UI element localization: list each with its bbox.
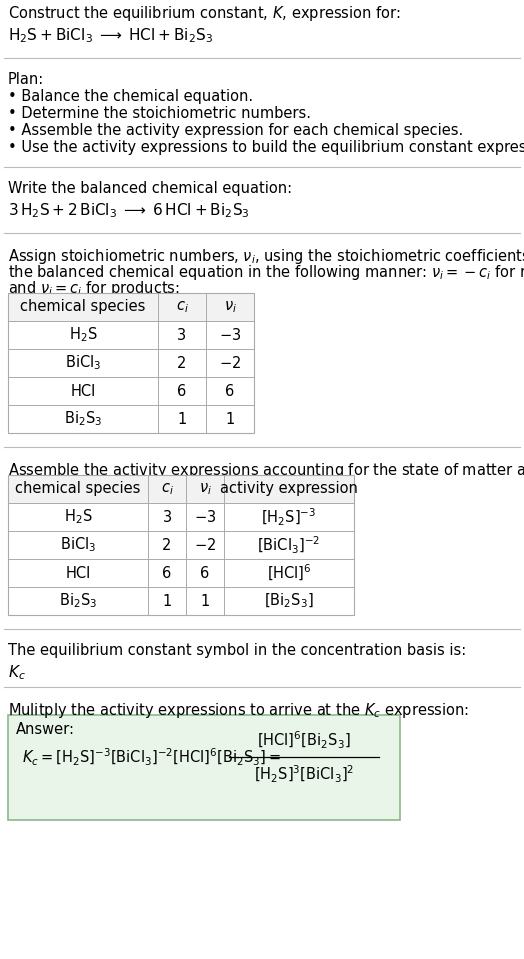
Text: $[\mathrm{H_2S}]^{3}[\mathrm{BiCl_3}]^{2}$: $[\mathrm{H_2S}]^{3}[\mathrm{BiCl_3}]^{2… [254,763,354,784]
Text: $\nu_i$: $\nu_i$ [199,481,212,497]
Text: 6: 6 [225,384,235,399]
Bar [8,475,354,503]
Text: Mulitply the activity expressions to arrive at the $K_c$ expression:: Mulitply the activity expressions to arr… [8,701,469,720]
Text: $-2$: $-2$ [219,355,241,371]
Text: 1: 1 [162,594,172,609]
Text: $\mathrm{BiCl_3}$: $\mathrm{BiCl_3}$ [60,536,96,554]
Text: Assign stoichiometric numbers, $\nu_i$, using the stoichiometric coefficients, $: Assign stoichiometric numbers, $\nu_i$, … [8,247,524,266]
Text: activity expression: activity expression [220,481,358,497]
Text: 3: 3 [162,509,171,525]
Text: 1: 1 [178,411,187,427]
Bar [8,475,354,615]
Bar [8,293,254,433]
Text: $-2$: $-2$ [194,537,216,553]
Text: $\mathrm{Bi_2S_3}$: $\mathrm{Bi_2S_3}$ [59,592,97,610]
Text: 6: 6 [162,566,172,580]
Bar [8,293,254,433]
Text: 6: 6 [178,384,187,399]
Text: Write the balanced chemical equation:: Write the balanced chemical equation: [8,181,292,196]
Text: Construct the equilibrium constant, $K$, expression for:: Construct the equilibrium constant, $K$,… [8,4,401,23]
Text: The equilibrium constant symbol in the concentration basis is:: The equilibrium constant symbol in the c… [8,643,466,658]
Text: $\mathrm{H_2S}$: $\mathrm{H_2S}$ [69,326,97,344]
Text: HCl: HCl [70,384,95,399]
Text: $[\mathrm{HCl}]^{6}$: $[\mathrm{HCl}]^{6}$ [267,563,311,583]
Text: 2: 2 [177,356,187,370]
Text: $\nu_i$: $\nu_i$ [224,299,236,315]
Text: $c_i$: $c_i$ [176,299,189,315]
Text: $[\mathrm{BiCl_3}]^{-2}$: $[\mathrm{BiCl_3}]^{-2}$ [257,534,321,555]
FancyBboxPatch shape [8,715,400,820]
Text: $\mathrm{Bi_2S_3}$: $\mathrm{Bi_2S_3}$ [64,409,102,429]
Text: • Use the activity expressions to build the equilibrium constant expression.: • Use the activity expressions to build … [8,140,524,155]
Text: $\mathrm{H_2S + BiCl_3 \;\longrightarrow\; HCl + Bi_2S_3}$: $\mathrm{H_2S + BiCl_3 \;\longrightarrow… [8,26,213,45]
Bar [8,475,354,615]
Text: $-3$: $-3$ [194,509,216,525]
Text: Assemble the activity expressions accounting for the state of matter and $\nu_i$: Assemble the activity expressions accoun… [8,461,524,480]
Text: $[\mathrm{HCl}]^{6}[\mathrm{Bi_2S_3}]$: $[\mathrm{HCl}]^{6}[\mathrm{Bi_2S_3}]$ [257,730,351,751]
Text: Answer:: Answer: [16,722,75,737]
Text: 2: 2 [162,537,172,552]
Text: 3: 3 [178,328,187,342]
Bar [8,293,254,321]
Text: $K_c$: $K_c$ [8,663,26,682]
Text: • Determine the stoichiometric numbers.: • Determine the stoichiometric numbers. [8,106,311,121]
Text: • Balance the chemical equation.: • Balance the chemical equation. [8,89,253,104]
Text: $[\mathrm{Bi_2S_3}]$: $[\mathrm{Bi_2S_3}]$ [264,592,314,610]
Text: HCl: HCl [66,566,91,580]
Text: $\mathrm{BiCl_3}$: $\mathrm{BiCl_3}$ [65,354,101,372]
Text: • Assemble the activity expression for each chemical species.: • Assemble the activity expression for e… [8,123,463,138]
Text: the balanced chemical equation in the following manner: $\nu_i = -c_i$ for react: the balanced chemical equation in the fo… [8,263,524,282]
Text: chemical species: chemical species [15,481,140,497]
Text: 1: 1 [225,411,235,427]
Text: $K_c = [\mathrm{H_2S}]^{-3}[\mathrm{BiCl_3}]^{-2}[\mathrm{HCl}]^{6}[\mathrm{Bi_2: $K_c = [\mathrm{H_2S}]^{-3}[\mathrm{BiCl… [22,746,281,767]
Text: chemical species: chemical species [20,299,146,315]
Text: 6: 6 [200,566,210,580]
Text: 1: 1 [200,594,210,609]
Text: Plan:: Plan: [8,72,44,87]
Text: $\mathrm{3\,H_2S + 2\,BiCl_3 \;\longrightarrow\; 6\,HCl + Bi_2S_3}$: $\mathrm{3\,H_2S + 2\,BiCl_3 \;\longrigh… [8,201,250,220]
Text: and $\nu_i = c_i$ for products:: and $\nu_i = c_i$ for products: [8,279,180,298]
Text: $[\mathrm{H_2S}]^{-3}$: $[\mathrm{H_2S}]^{-3}$ [261,506,316,527]
Text: $\mathrm{H_2S}$: $\mathrm{H_2S}$ [64,507,92,526]
Text: $c_i$: $c_i$ [160,481,173,497]
Text: $-3$: $-3$ [219,327,241,343]
